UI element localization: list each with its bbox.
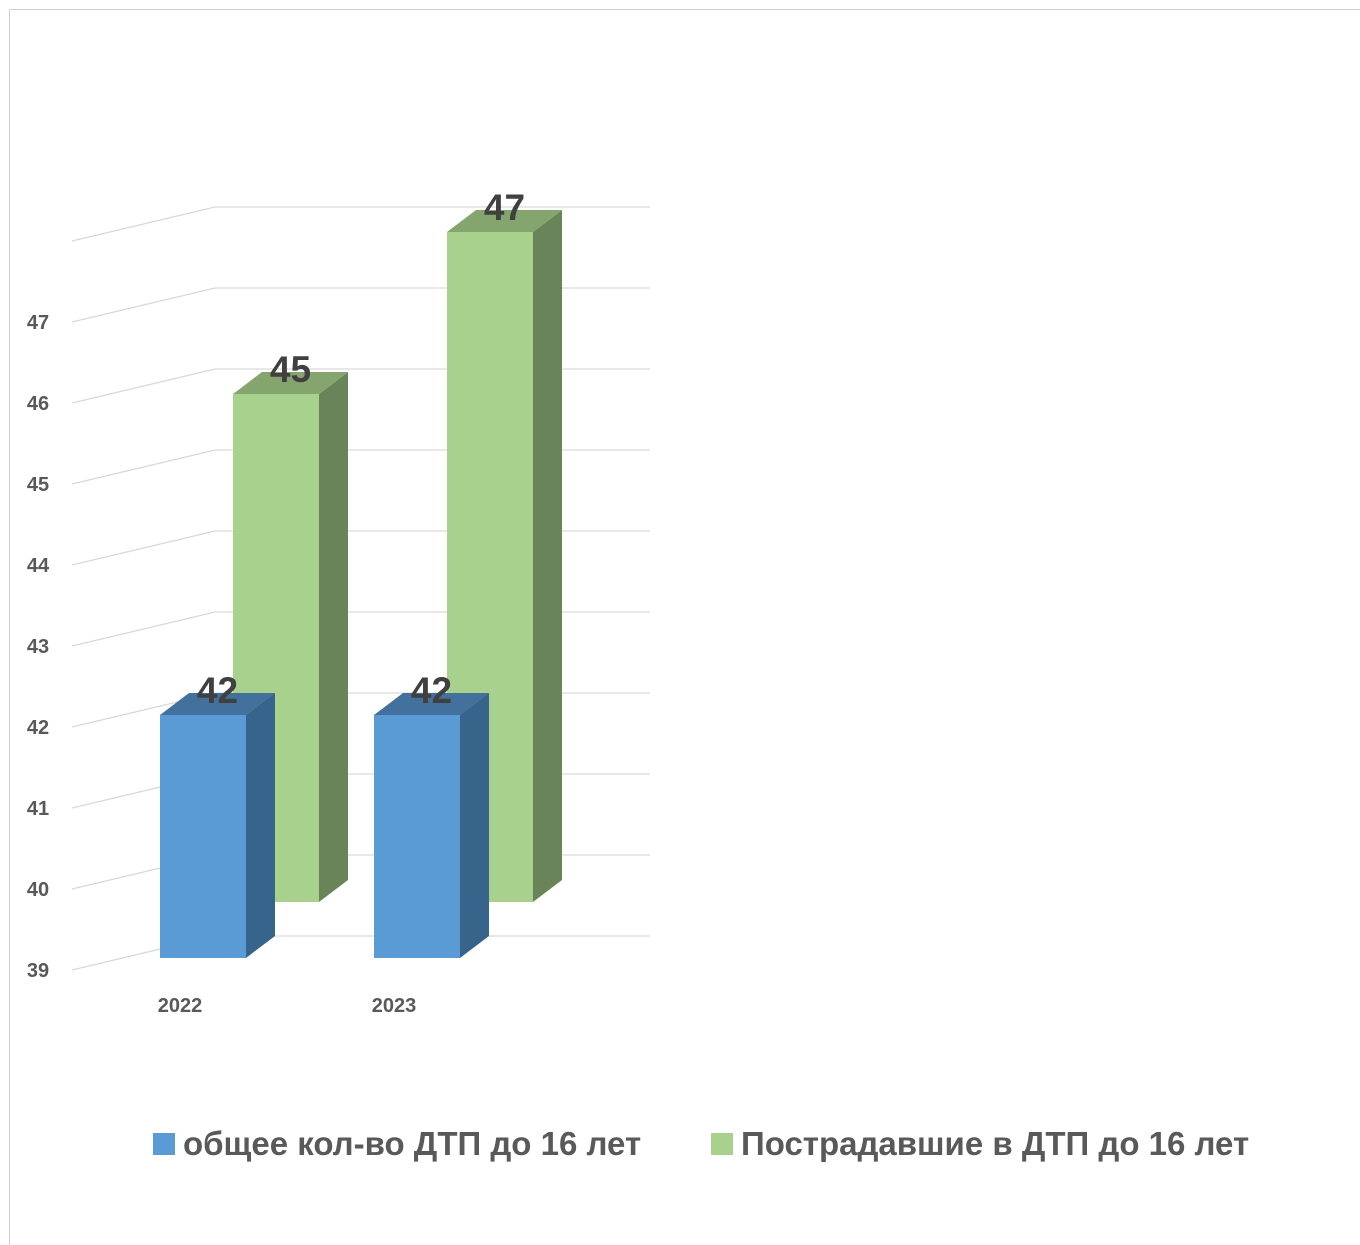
- y-tick-label: 41: [27, 798, 49, 820]
- y-tick-label: 39: [27, 960, 49, 982]
- data-label: 42: [197, 670, 238, 711]
- legend-entry: Пострадавшие в ДТП до 16 лет: [711, 1125, 1249, 1162]
- x-tick-label: 2023: [372, 995, 417, 1017]
- bar-top: [160, 693, 275, 715]
- data-label: 47: [484, 187, 525, 228]
- legend-swatch: [711, 1133, 733, 1155]
- bar-side: [460, 693, 489, 958]
- bar-top: [447, 209, 562, 232]
- back-series-bars: [233, 209, 562, 903]
- bar-top: [233, 371, 348, 394]
- legend-swatch: [153, 1133, 175, 1155]
- bar-2022-front: [160, 693, 275, 958]
- y-tick-label: 46: [27, 393, 49, 415]
- y-axis-ticks: 39 40 41 42 43 44 45 46 47: [27, 312, 50, 982]
- bar-front: [374, 715, 460, 958]
- y-tick-label: 47: [27, 312, 49, 334]
- x-axis-ticks: 2022 2023: [158, 995, 417, 1017]
- bar-top: [374, 693, 489, 715]
- gridline-diagonal: [71, 530, 216, 566]
- chart-frame: [9, 9, 1360, 1245]
- bar-2023-front: [374, 693, 489, 958]
- y-tick-label: 40: [27, 879, 49, 901]
- bar-2023-back: [447, 209, 562, 903]
- front-series-bars: [160, 693, 489, 958]
- y-tick-label: 43: [27, 636, 49, 658]
- gridline-diagonal: [71, 611, 216, 647]
- gridline-diagonal: [71, 206, 216, 242]
- grid-layer: [71, 206, 650, 971]
- gridline-diagonal: [71, 287, 216, 323]
- data-label: 42: [411, 670, 452, 711]
- bar-side: [533, 209, 562, 903]
- gridline-diagonal: [71, 368, 216, 404]
- y-tick-label: 44: [27, 555, 50, 577]
- gridline-diagonal: [71, 449, 216, 485]
- x-tick-label: 2022: [158, 995, 203, 1017]
- bar-side: [246, 693, 275, 958]
- legend-label: Пострадавшие в ДТП до 16 лет: [741, 1125, 1249, 1162]
- legend-label: общее кол-во ДТП до 16 лет: [183, 1125, 641, 1162]
- bar-front: [160, 715, 246, 958]
- legend-entry: общее кол-во ДТП до 16 лет: [153, 1125, 641, 1162]
- y-tick-label: 45: [27, 474, 49, 496]
- y-tick-label: 42: [27, 717, 49, 739]
- legend: общее кол-во ДТП до 16 лет Пострадавшие в…: [153, 1125, 1249, 1162]
- data-label: 45: [270, 349, 311, 390]
- data-labels: 45 42 47 42: [197, 187, 525, 711]
- bar-side: [319, 371, 348, 902]
